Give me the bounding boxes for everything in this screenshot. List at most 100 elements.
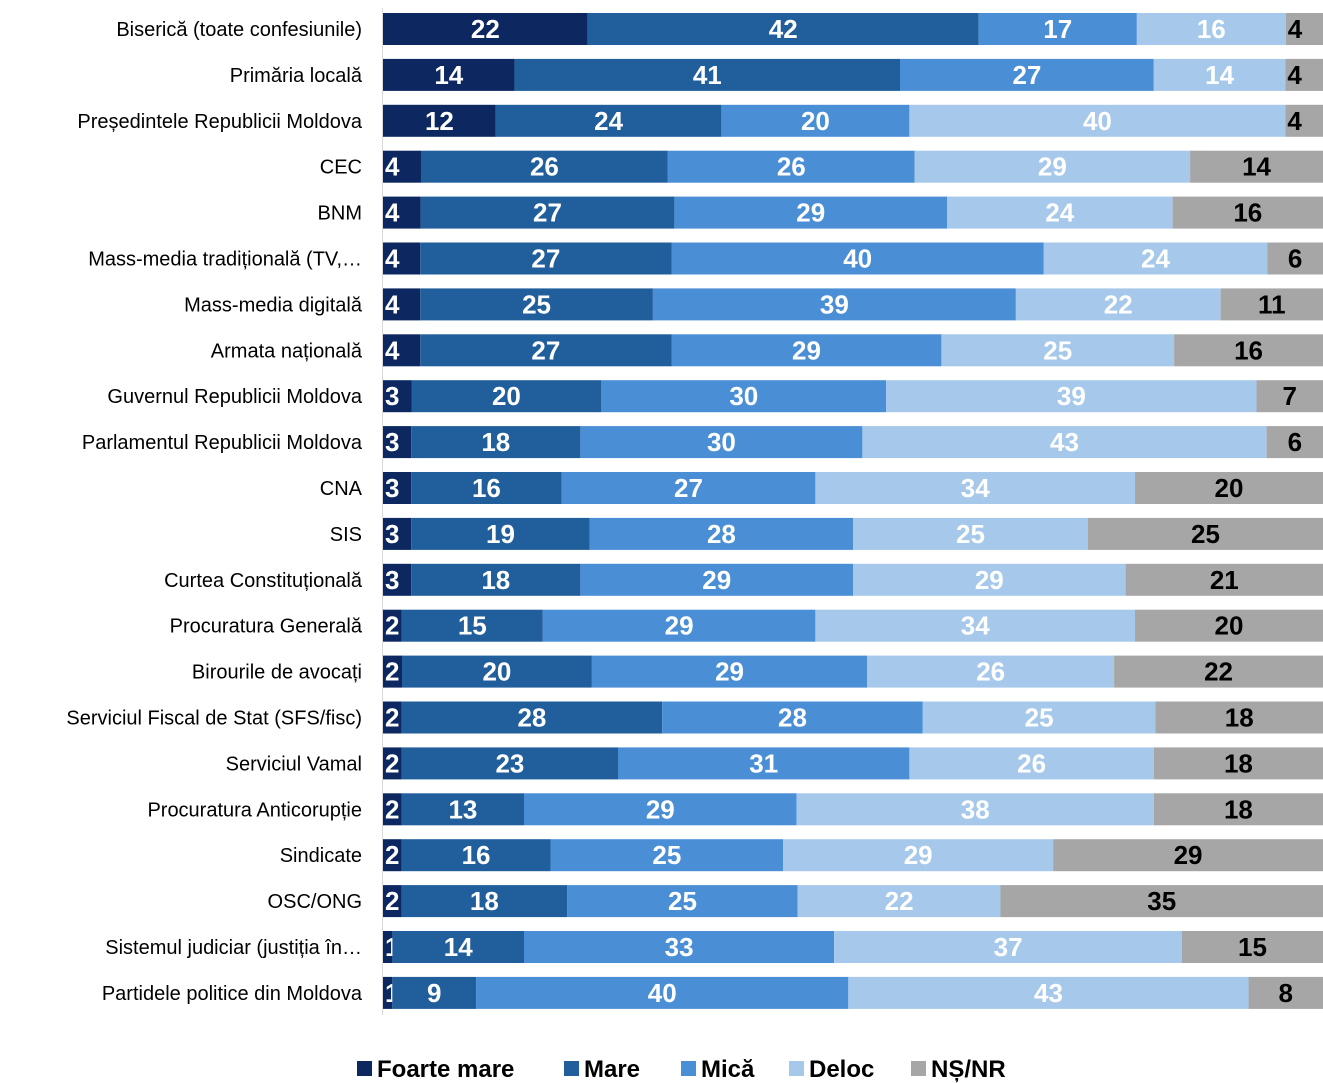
bar-segment (1088, 517, 1323, 550)
bar-segment (401, 885, 568, 918)
bar-segment (886, 380, 1257, 413)
bar-segment (1155, 701, 1323, 734)
bar-segment (797, 885, 1001, 918)
bar-value-label: 37 (994, 932, 1023, 962)
bar-value-label: 3 (385, 565, 399, 595)
bar-segment (420, 242, 672, 275)
bar-value-label: 30 (707, 427, 736, 457)
bar-value-label: 39 (820, 289, 849, 319)
bar-value-label: 4 (1288, 14, 1303, 44)
bar-segment (1135, 609, 1323, 642)
bar-value-label: 2 (385, 840, 399, 870)
bar-segment (383, 196, 421, 229)
bar-value-label: 35 (1147, 886, 1176, 916)
legend-swatch (911, 1061, 926, 1076)
bar-segment (900, 58, 1154, 91)
legend-label: Mare (584, 1056, 640, 1083)
category-label: CNA (320, 478, 363, 500)
bar-value-label: 29 (904, 840, 933, 870)
bar-segment (420, 334, 672, 367)
bar-value-label: 25 (956, 519, 985, 549)
bar-value-label: 4 (1287, 60, 1302, 90)
bar-value-label: 17 (1043, 14, 1072, 44)
bar-segment (383, 563, 412, 596)
bar-value-label: 22 (1104, 289, 1133, 319)
bar-value-label: 22 (471, 14, 500, 44)
bar-segment (1190, 150, 1323, 183)
bar-segment (1182, 931, 1323, 963)
bar-value-label: 29 (1038, 152, 1067, 182)
bar-value-label: 9 (427, 978, 441, 1008)
bar-segment (848, 976, 1249, 1009)
bar-value-label: 8 (1279, 978, 1293, 1008)
bar-value-label: 2 (385, 748, 399, 778)
category-label: Partidele politice din Moldova (102, 983, 363, 1005)
bar-value-label: 18 (1225, 703, 1254, 733)
bar-value-label: 29 (796, 198, 825, 228)
category-label: Serviciul Vamal (226, 753, 362, 775)
bar-value-label: 15 (1238, 932, 1267, 962)
bar-segment (476, 976, 849, 1009)
category-label: Birourile de avocați (192, 662, 362, 684)
bar-segment (383, 701, 402, 734)
category-label: Președintele Republicii Moldova (77, 111, 362, 133)
bar-value-label: 2 (385, 703, 399, 733)
bar-segment (1266, 426, 1323, 459)
bar-segment (411, 517, 590, 550)
bar-value-label: 28 (778, 703, 807, 733)
bar-value-label: 4 (385, 335, 400, 365)
bar-value-label: 26 (976, 657, 1005, 687)
bar-segment (383, 426, 412, 459)
bar-value-label: 6 (1288, 427, 1302, 457)
category-label: Armata națională (211, 340, 363, 362)
bar-segment (383, 885, 402, 918)
bar-segment (618, 747, 910, 780)
bar-segment (1043, 242, 1268, 275)
bar-segment (383, 747, 402, 780)
legend-swatch (357, 1061, 372, 1076)
bar-value-label: 14 (434, 60, 463, 90)
bar-value-label: 25 (522, 289, 551, 319)
bar-value-label: 30 (729, 381, 758, 411)
bar-value-label: 4 (385, 152, 400, 182)
bar-value-label: 29 (975, 565, 1004, 595)
bar-value-label: 27 (533, 198, 562, 228)
category-label: Serviciul Fiscal de Stat (SFS/fisc) (66, 708, 362, 730)
bar-value-label: 4 (385, 244, 400, 274)
bar-value-label: 18 (481, 427, 510, 457)
bar-segment (1172, 196, 1323, 229)
bar-segment (783, 839, 1054, 872)
bar-value-label: 27 (1012, 60, 1041, 90)
category-label: Mass-media digitală (184, 294, 363, 316)
bar-value-label: 12 (425, 106, 454, 136)
bar-segment (796, 793, 1154, 826)
bar-segment (671, 242, 1044, 275)
bar-value-label: 14 (1205, 60, 1234, 90)
category-label: Parlamentul Republicii Moldova (82, 432, 363, 454)
bar-value-label: 22 (1204, 657, 1233, 687)
legend-swatch (681, 1061, 696, 1076)
category-labels: Biserică (toate confesiunile) Primăria lo… (66, 19, 363, 1005)
bar-value-label: 3 (385, 473, 399, 503)
bar-value-label: 29 (646, 794, 675, 824)
bar-segment (383, 793, 402, 826)
bar-value-label: 22 (885, 886, 914, 916)
bar-segment (411, 472, 562, 504)
bar-segment (867, 655, 1115, 688)
bar-segment (978, 13, 1137, 45)
bar-value-label: 6 (1288, 244, 1302, 274)
bar-segment (834, 931, 1182, 963)
category-label: Procuratura Anticorupție (147, 799, 362, 821)
bar-value-label: 26 (1017, 748, 1046, 778)
bar-value-label: 25 (1191, 519, 1220, 549)
bar-segment (941, 334, 1175, 367)
bar-segment (1053, 839, 1323, 872)
bar-segment (591, 655, 868, 688)
bar-value-label: 25 (1025, 703, 1054, 733)
bar-segment (514, 58, 900, 91)
bar-segment (1015, 288, 1221, 321)
bar-segment (524, 931, 835, 963)
bar-segment (401, 793, 524, 826)
bar-segment (383, 104, 496, 137)
bar-segment (524, 793, 797, 826)
